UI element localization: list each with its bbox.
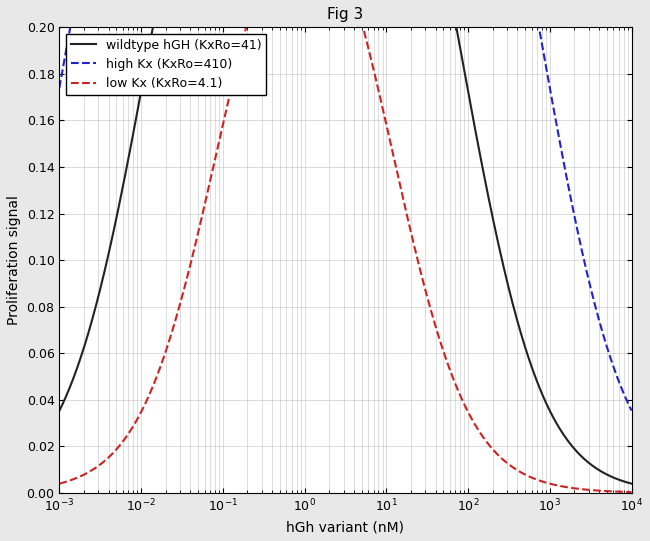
wildtype hGH (KxRo=41)	[506, 291, 514, 297]
Title: Fig 3: Fig 3	[328, 7, 363, 22]
X-axis label: hGh variant (nM): hGh variant (nM)	[287, 520, 404, 534]
low Kx (KxRo=4.1)	[55, 480, 63, 487]
wildtype hGH (KxRo=41)	[84, 329, 92, 335]
high Kx (KxRo=410)	[611, 368, 619, 374]
low Kx (KxRo=4.1)	[506, 462, 514, 469]
wildtype hGH (KxRo=41)	[628, 480, 636, 487]
high Kx (KxRo=410)	[612, 368, 619, 375]
low Kx (KxRo=4.1)	[611, 489, 619, 495]
wildtype hGH (KxRo=41)	[611, 475, 619, 481]
wildtype hGH (KxRo=41)	[612, 475, 619, 481]
low Kx (KxRo=4.1)	[84, 469, 92, 476]
high Kx (KxRo=410)	[628, 407, 636, 414]
low Kx (KxRo=4.1)	[612, 489, 619, 495]
low Kx (KxRo=4.1)	[628, 489, 636, 496]
Y-axis label: Proliferation signal: Proliferation signal	[7, 195, 21, 325]
wildtype hGH (KxRo=41)	[55, 407, 63, 414]
Line: high Kx (KxRo=410): high Kx (KxRo=410)	[59, 0, 632, 411]
Line: low Kx (KxRo=4.1): low Kx (KxRo=4.1)	[59, 0, 632, 492]
Legend: wildtype hGH (KxRo=41), high Kx (KxRo=410), low Kx (KxRo=4.1): wildtype hGH (KxRo=41), high Kx (KxRo=41…	[66, 34, 266, 95]
Line: wildtype hGH (KxRo=41): wildtype hGH (KxRo=41)	[59, 0, 632, 484]
high Kx (KxRo=410)	[55, 84, 63, 91]
